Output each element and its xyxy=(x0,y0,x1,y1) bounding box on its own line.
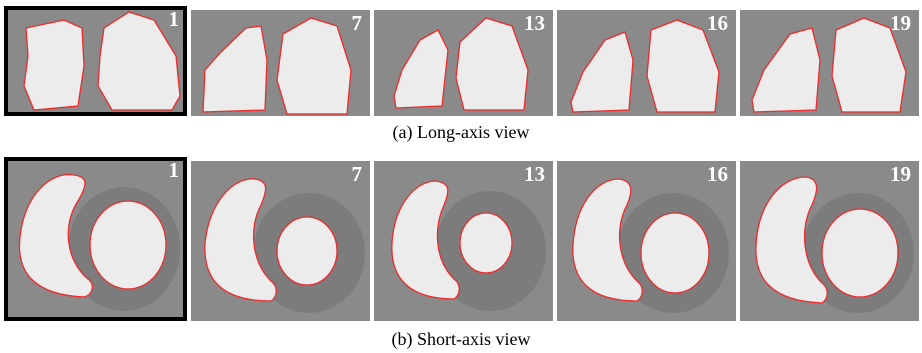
short-axis-image xyxy=(557,161,736,321)
long-axis-frame-7: 7 xyxy=(191,10,370,116)
short-axis-frame-1: 1 xyxy=(4,157,187,321)
long-axis-image xyxy=(374,10,553,116)
long-axis-image xyxy=(4,6,187,116)
short-axis-image xyxy=(740,161,919,321)
frame-number: 1 xyxy=(168,7,180,31)
frame-number: 7 xyxy=(351,11,363,35)
short-axis-frame-19: 19 xyxy=(740,161,919,321)
long-axis-frame-19: 19 xyxy=(740,10,919,116)
caption-long-axis: (a) Long-axis view xyxy=(392,122,530,142)
short-axis-frame-13: 13 xyxy=(374,161,553,321)
short-axis-image xyxy=(374,161,553,321)
frame-number: 13 xyxy=(524,11,545,35)
short-axis-image xyxy=(4,157,187,321)
short-axis-image xyxy=(191,161,370,321)
long-axis-frame-16: 16 xyxy=(557,10,736,116)
frame-number: 7 xyxy=(351,162,363,186)
short-axis-frame-16: 16 xyxy=(557,161,736,321)
long-axis-frame-13: 13 xyxy=(374,10,553,116)
frame-number: 1 xyxy=(168,158,180,182)
long-axis-frame-1: 1 xyxy=(4,6,187,116)
long-axis-image xyxy=(557,10,736,116)
long-axis-image xyxy=(191,10,370,116)
long-axis-image xyxy=(740,10,919,116)
frame-number: 16 xyxy=(707,11,728,35)
frame-number: 13 xyxy=(524,162,545,186)
caption-short-axis: (b) Short-axis view xyxy=(391,329,531,349)
frame-number: 19 xyxy=(890,11,911,35)
frame-number: 19 xyxy=(890,162,911,186)
short-axis-frame-7: 7 xyxy=(191,161,370,321)
frame-number: 16 xyxy=(707,162,728,186)
